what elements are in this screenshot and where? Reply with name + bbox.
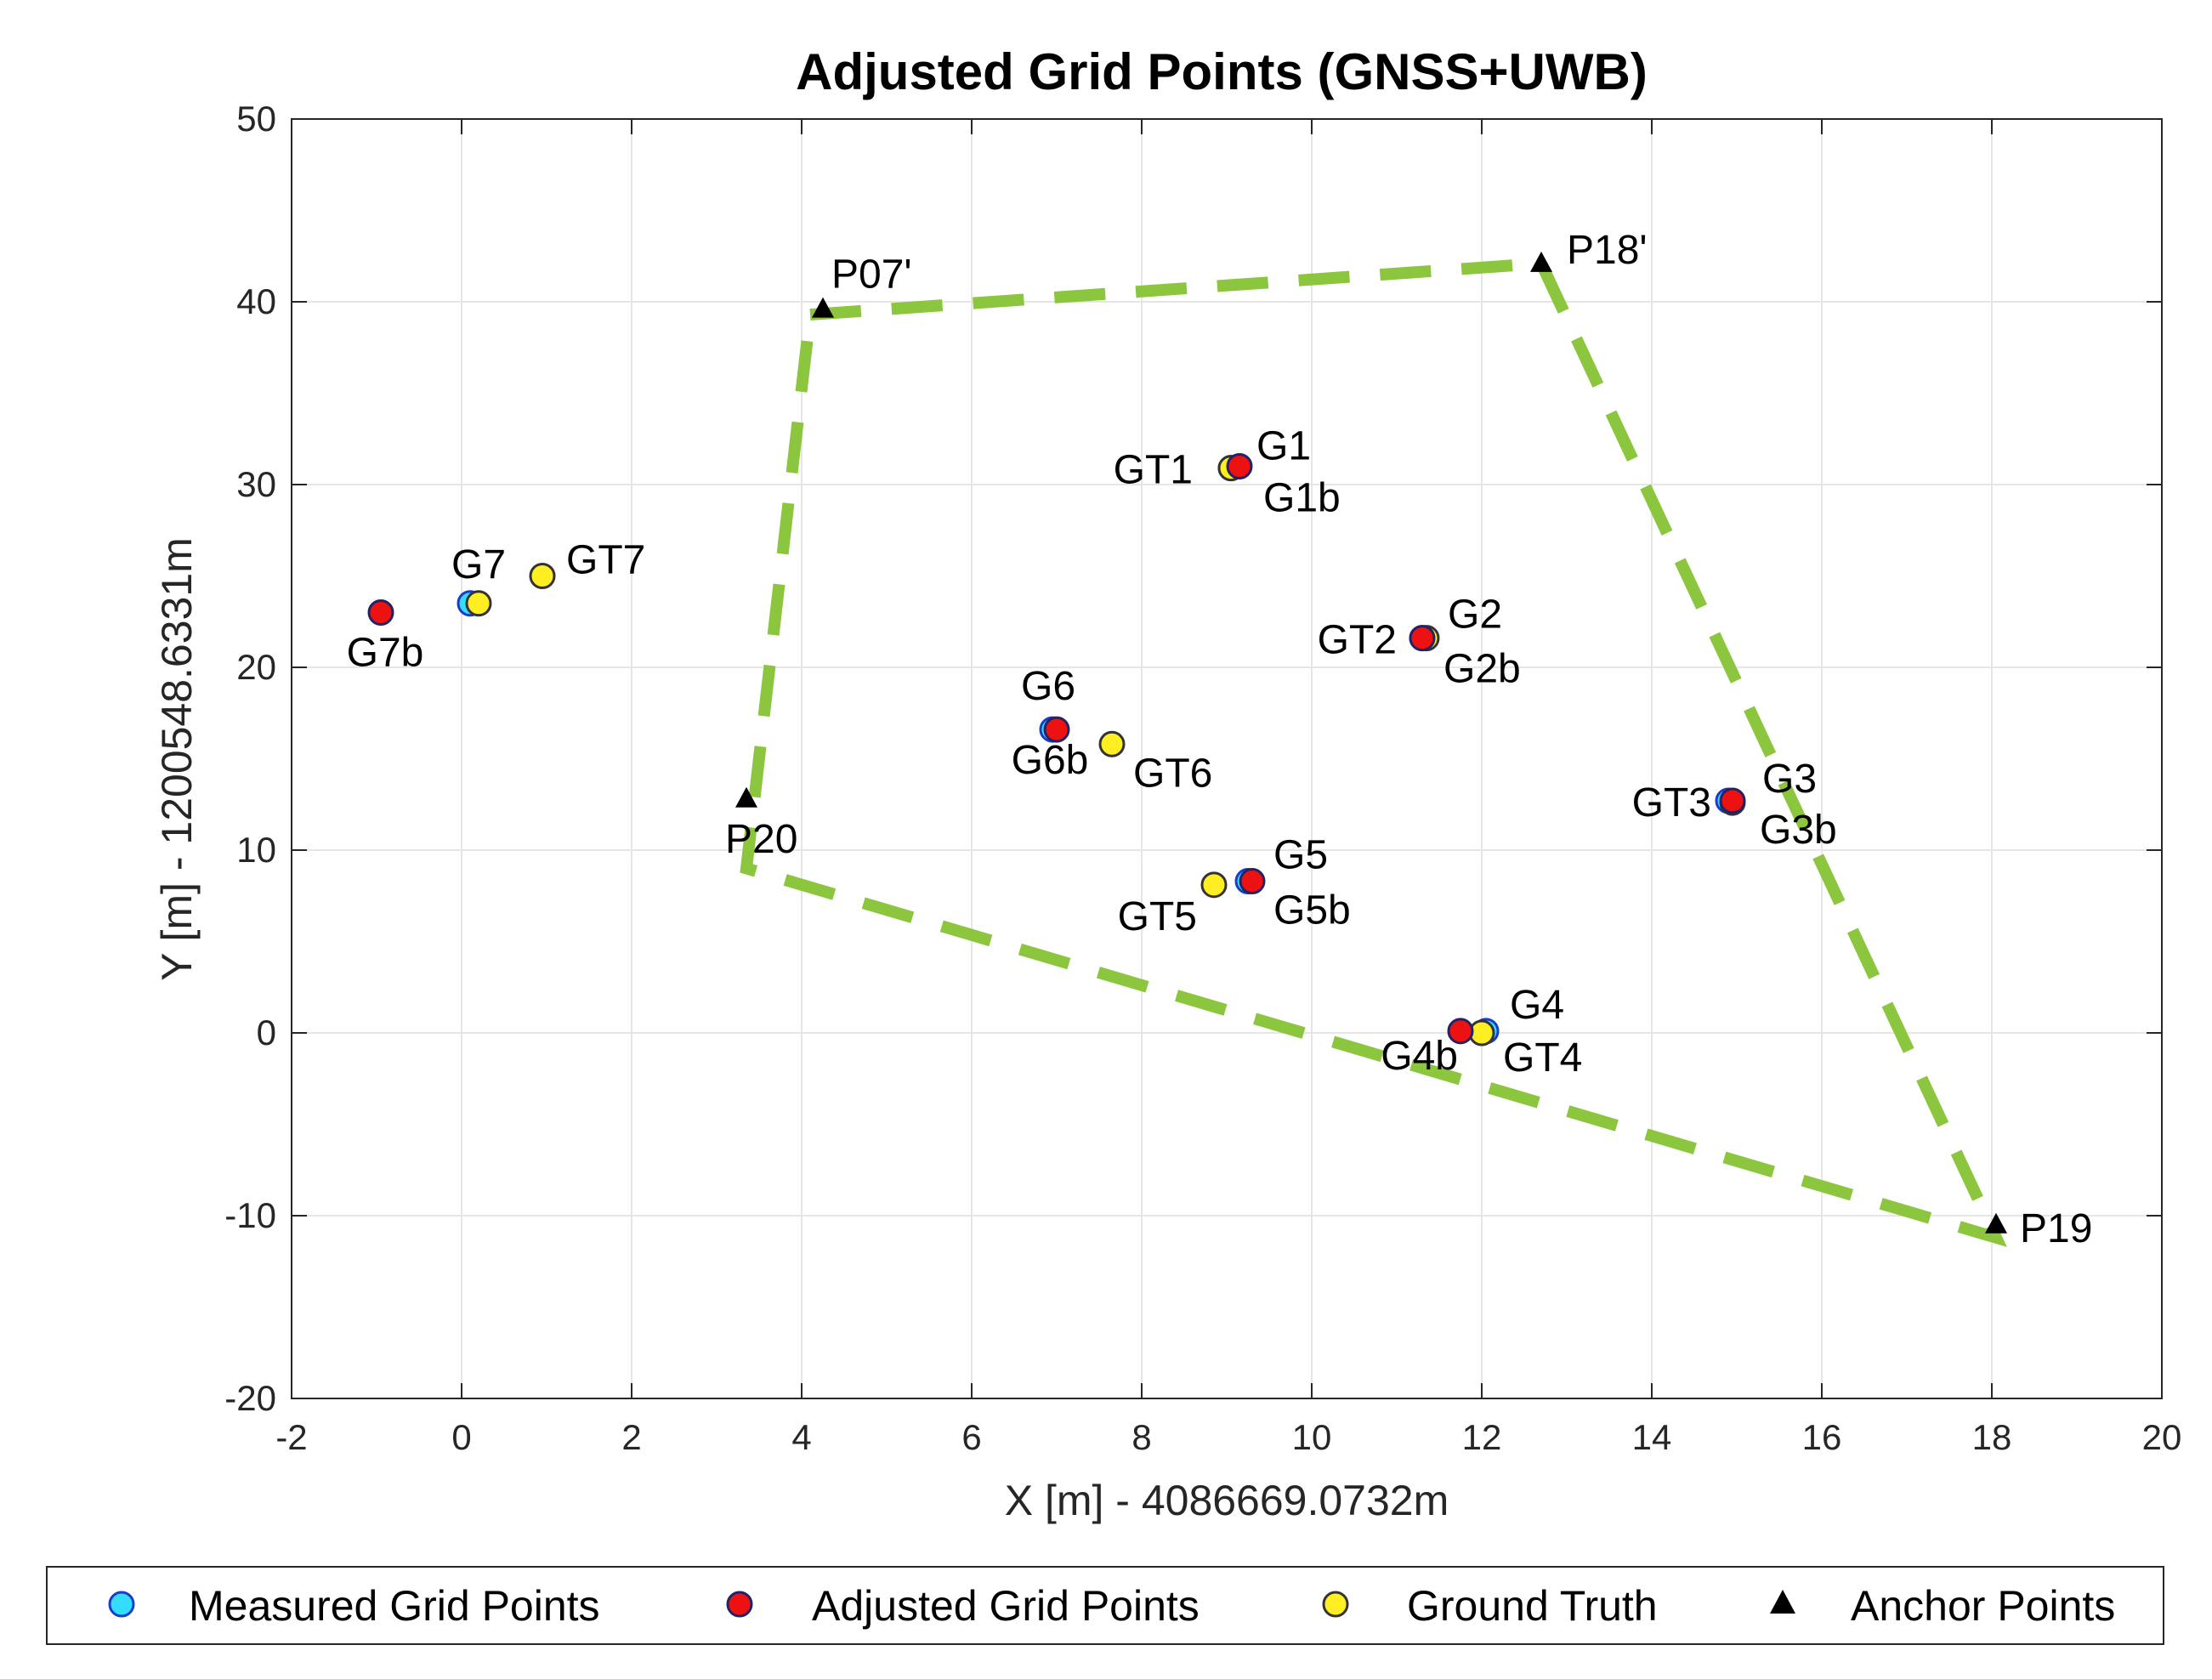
point-label: G2b xyxy=(1443,647,1521,692)
point-label: P19 xyxy=(2020,1206,2092,1251)
legend-marker-truth xyxy=(1322,1591,1349,1618)
x-tick-label: 18 xyxy=(1972,1417,2012,1457)
y-axis-label: Y [m] - 1200548.6331m xyxy=(153,537,201,981)
legend-label-measured: Measured Grid Points xyxy=(189,1582,600,1630)
point-label: GT5 xyxy=(1118,894,1197,939)
point-label: G5 xyxy=(1273,833,1328,878)
x-tick-label: 0 xyxy=(451,1417,471,1457)
point-label: G4b xyxy=(1381,1034,1458,1079)
legend-label-truth: Ground Truth xyxy=(1407,1582,1658,1630)
point-labels: P07' P18' P19 P20 G1 G1b GT1 G2 G2b GT2 G3 G3b GT3 G4… xyxy=(347,228,2093,1251)
anchor-point xyxy=(1985,1212,2007,1234)
adjusted-point xyxy=(1226,453,1253,479)
adjusted-point xyxy=(1409,625,1436,652)
anchor-point xyxy=(735,786,757,808)
legend-box xyxy=(46,1566,2164,1645)
point-label: GT3 xyxy=(1632,780,1711,825)
ground-truth-point xyxy=(1200,871,1228,899)
x-tick-label: 2 xyxy=(621,1417,641,1457)
x-tick-label: 10 xyxy=(1292,1417,1332,1457)
point-label: GT2 xyxy=(1318,618,1397,663)
legend-marker-measured xyxy=(108,1591,135,1618)
y-tick-label: 0 xyxy=(257,1013,276,1052)
adjusted-point xyxy=(1239,868,1266,895)
y-tick-labels: -20 -10 0 10 20 30 40 50 xyxy=(224,99,2162,1418)
y-tick-label: 20 xyxy=(236,647,276,687)
x-axis-label: X [m] - 4086669.0732m xyxy=(1005,1477,1449,1524)
x-tick-label: 14 xyxy=(1632,1417,1672,1457)
ground-truth-point xyxy=(465,590,492,617)
x-tick-label: 6 xyxy=(961,1417,981,1457)
legend-marker-adjusted xyxy=(726,1591,753,1618)
point-label: G1 xyxy=(1256,424,1311,469)
ground-truth-point xyxy=(529,563,556,589)
y-tick-label: -20 xyxy=(224,1378,276,1418)
y-tick-label: 10 xyxy=(236,830,276,870)
legend-label-anchor: Anchor Points xyxy=(1851,1582,2115,1630)
point-label: G6 xyxy=(1021,664,1075,709)
point-label: G4 xyxy=(1510,983,1564,1028)
point-label: G1b xyxy=(1263,476,1341,521)
y-tick-label: 50 xyxy=(236,99,276,139)
point-label: GT6 xyxy=(1133,751,1212,796)
point-label: G5b xyxy=(1273,888,1351,933)
plot-frame xyxy=(291,118,2163,1399)
y-tick-label: -10 xyxy=(224,1195,276,1235)
anchor-point xyxy=(812,297,834,318)
adjusted-point xyxy=(367,599,394,626)
point-label: G3b xyxy=(1760,808,1837,853)
chart-title: Adjusted Grid Points (GNSS+UWB) xyxy=(796,43,1648,100)
point-label: GT1 xyxy=(1114,448,1193,493)
boundary-polygon xyxy=(740,257,2007,1247)
x-tick-label: 16 xyxy=(1802,1417,1842,1457)
adjusted-point xyxy=(1043,716,1070,743)
x-tick-labels: -2 0 2 4 6 8 10 12 14 16 18 20 xyxy=(275,119,2181,1457)
y-tick-label: 30 xyxy=(236,464,276,504)
plot-area xyxy=(292,119,2162,1398)
point-label: P07' xyxy=(831,252,912,298)
x-tick-label: 8 xyxy=(1132,1417,1151,1457)
legend-label-adjusted: Adjusted Grid Points xyxy=(812,1582,1200,1630)
y-tick-label: 40 xyxy=(236,281,276,321)
ground-truth-point xyxy=(1098,730,1126,757)
anchor-point xyxy=(1530,251,1552,272)
adjusted-point xyxy=(1447,1018,1474,1045)
x-tick-label: 12 xyxy=(1462,1417,1502,1457)
point-label: G7 xyxy=(451,542,506,587)
point-label: G6b xyxy=(1012,738,1089,783)
adjusted-point xyxy=(1719,787,1746,814)
point-label: P18' xyxy=(1567,228,1648,273)
x-tick-label: -2 xyxy=(275,1417,307,1457)
point-label: GT7 xyxy=(566,538,645,583)
point-label: P20 xyxy=(725,817,797,862)
legend: Measured Grid Points Adjusted Grid Point… xyxy=(46,1566,2164,1645)
point-label: G3 xyxy=(1762,757,1817,802)
data-points xyxy=(367,251,2007,1234)
point-label: GT4 xyxy=(1503,1035,1582,1081)
legend-marker-anchor xyxy=(1770,1590,1795,1614)
boundary-line xyxy=(740,257,2007,1247)
point-label: G2 xyxy=(1448,593,1502,638)
x-tick-label: 4 xyxy=(791,1417,811,1457)
point-label: G7b xyxy=(347,631,424,676)
x-tick-label: 20 xyxy=(2142,1417,2182,1457)
